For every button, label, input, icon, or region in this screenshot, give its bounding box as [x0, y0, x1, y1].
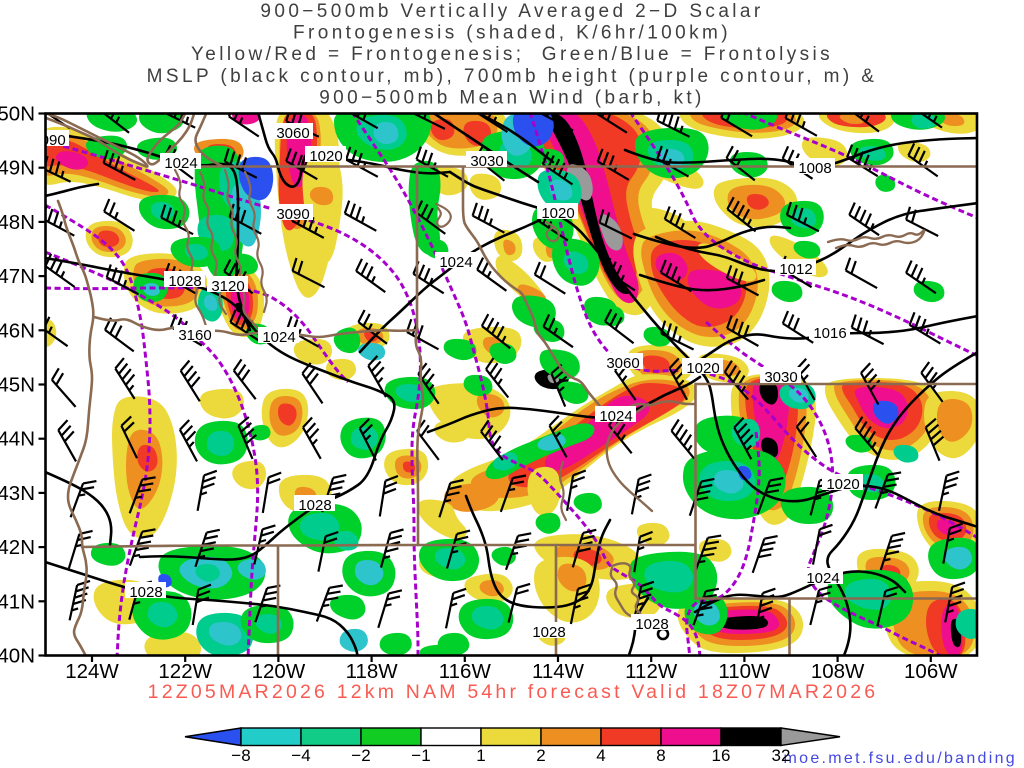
- svg-text:1020: 1020: [541, 205, 574, 222]
- svg-text:120W: 120W: [252, 660, 306, 683]
- svg-text:45N: 45N: [0, 374, 35, 397]
- svg-text:116W: 116W: [439, 660, 492, 683]
- svg-text:3030: 3030: [470, 153, 503, 170]
- svg-text:1008: 1008: [798, 160, 831, 177]
- svg-text:−4: −4: [291, 746, 310, 765]
- svg-text:106W: 106W: [904, 660, 958, 683]
- svg-text:3060: 3060: [276, 125, 309, 142]
- svg-text:3120: 3120: [211, 278, 244, 295]
- svg-text:43N: 43N: [0, 482, 35, 505]
- svg-text:122W: 122W: [158, 660, 212, 683]
- svg-text:8: 8: [656, 746, 665, 765]
- svg-text:moe.met.fsu.edu/banding: moe.met.fsu.edu/banding: [784, 750, 1017, 767]
- svg-text:42N: 42N: [0, 536, 35, 559]
- svg-text:1024: 1024: [164, 155, 197, 172]
- svg-text:49N: 49N: [0, 157, 35, 180]
- svg-text:3090: 3090: [32, 132, 65, 149]
- svg-text:1024: 1024: [439, 254, 472, 271]
- svg-text:1028: 1028: [129, 584, 162, 601]
- svg-text:Frontogenesis (shaded, K/6hr/1: Frontogenesis (shaded, K/6hr/100km): [293, 23, 731, 44]
- svg-text:110W: 110W: [718, 660, 771, 683]
- svg-text:44N: 44N: [0, 428, 35, 451]
- svg-text:1028: 1028: [532, 624, 565, 641]
- svg-text:−1: −1: [411, 746, 430, 765]
- svg-text:12Z05MAR2026 12km NAM 54hr for: 12Z05MAR2026 12km NAM 54hr forecast Vali…: [148, 681, 879, 703]
- svg-text:32: 32: [772, 746, 791, 765]
- svg-text:1028: 1028: [298, 497, 331, 514]
- svg-text:1028: 1028: [635, 616, 668, 633]
- svg-text:108W: 108W: [811, 660, 865, 683]
- svg-text:1020: 1020: [686, 360, 719, 377]
- svg-text:900−500mb Vertically Averaged: 900−500mb Vertically Averaged 2−D Scalar: [260, 1, 763, 22]
- svg-text:48N: 48N: [0, 211, 35, 234]
- svg-text:1024: 1024: [599, 408, 632, 425]
- svg-text:4: 4: [596, 746, 605, 765]
- svg-text:47N: 47N: [0, 265, 35, 288]
- svg-text:50N: 50N: [0, 103, 35, 126]
- svg-text:1020: 1020: [826, 476, 859, 493]
- svg-text:1024: 1024: [806, 570, 839, 587]
- svg-text:1020: 1020: [309, 148, 342, 165]
- svg-text:1016: 1016: [813, 325, 846, 342]
- svg-text:1012: 1012: [779, 261, 812, 278]
- svg-text:MSLP (black contour, mb), 700m: MSLP (black contour, mb), 700mb height (…: [147, 66, 878, 87]
- svg-text:3030: 3030: [764, 369, 797, 386]
- svg-text:124W: 124W: [65, 660, 119, 683]
- svg-text:112W: 112W: [625, 660, 678, 683]
- svg-text:3090: 3090: [276, 206, 309, 223]
- svg-text:3160: 3160: [178, 327, 211, 344]
- svg-text:900−500mb Mean Wind (barb, kt): 900−500mb Mean Wind (barb, kt): [319, 87, 705, 108]
- svg-text:Yellow/Red = Frontogenesis; G: Yellow/Red = Frontogenesis; Green/Blue =…: [191, 44, 833, 65]
- svg-text:1024: 1024: [262, 329, 295, 346]
- svg-text:114W: 114W: [532, 660, 585, 683]
- svg-text:1: 1: [476, 746, 485, 765]
- svg-text:46N: 46N: [0, 319, 35, 342]
- svg-text:−8: −8: [231, 746, 250, 765]
- svg-text:118W: 118W: [346, 660, 399, 683]
- svg-text:16: 16: [712, 746, 731, 765]
- svg-text:1028: 1028: [168, 273, 201, 290]
- svg-text:41N: 41N: [0, 590, 35, 613]
- svg-text:40N: 40N: [0, 645, 35, 668]
- svg-text:2: 2: [536, 746, 545, 765]
- svg-text:3060: 3060: [606, 355, 639, 372]
- svg-text:−2: −2: [351, 746, 370, 765]
